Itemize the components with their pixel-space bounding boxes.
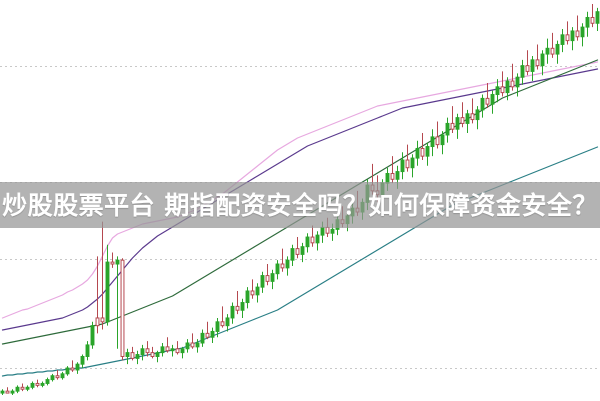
stock-chart-screenshot: 炒股股票平台 期指配资安全吗？如何保障资金安全？ — [0, 0, 600, 401]
candlestick-chart — [0, 0, 600, 401]
chart-background — [0, 0, 600, 401]
